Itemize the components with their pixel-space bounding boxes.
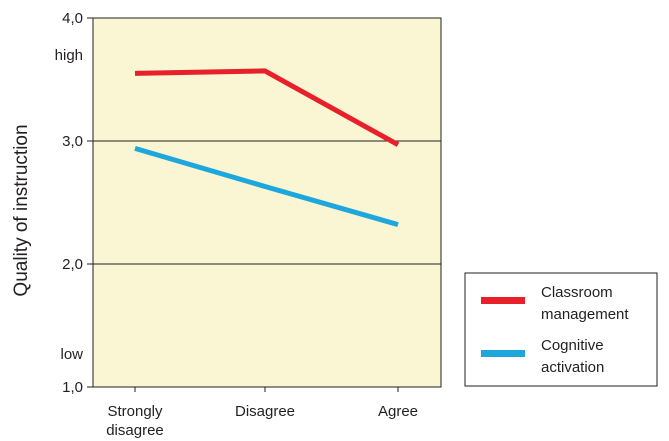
y-axis: 1,0 2,0 3,0 4,0 high low <box>55 10 93 396</box>
legend-swatch <box>481 350 525 357</box>
series-line-cognitive-activation <box>134 146 399 228</box>
x-tick-label: disagree <box>106 422 164 439</box>
legend-swatch <box>481 297 525 304</box>
y-tick-label: 1,0 <box>62 379 83 396</box>
x-tick-label: Agree <box>378 403 418 420</box>
gridlines <box>93 140 441 265</box>
plot-area <box>92 17 442 388</box>
legend: Classroom management Cognitive activation <box>464 272 658 387</box>
legend-label: activation <box>541 359 604 376</box>
x-axis: Strongly disagree Disagree Agree <box>106 387 418 439</box>
legend-label: Cognitive <box>541 337 604 354</box>
y-annotation-high: high <box>55 47 83 64</box>
x-tick-label: Strongly <box>107 403 163 420</box>
y-tick-label: 3,0 <box>62 133 83 150</box>
legend-label: Classroom <box>541 284 613 301</box>
y-annotation-low: low <box>60 346 83 363</box>
y-axis-title: Quality of instruction <box>11 124 32 296</box>
series-line-classroom-management <box>134 68 400 147</box>
y-tick-label: 4,0 <box>62 10 83 27</box>
series-lines <box>134 68 400 228</box>
y-tick-label: 2,0 <box>62 256 83 273</box>
x-tick-label: Disagree <box>235 403 295 420</box>
legend-box <box>464 272 658 387</box>
legend-label: management <box>541 306 629 323</box>
